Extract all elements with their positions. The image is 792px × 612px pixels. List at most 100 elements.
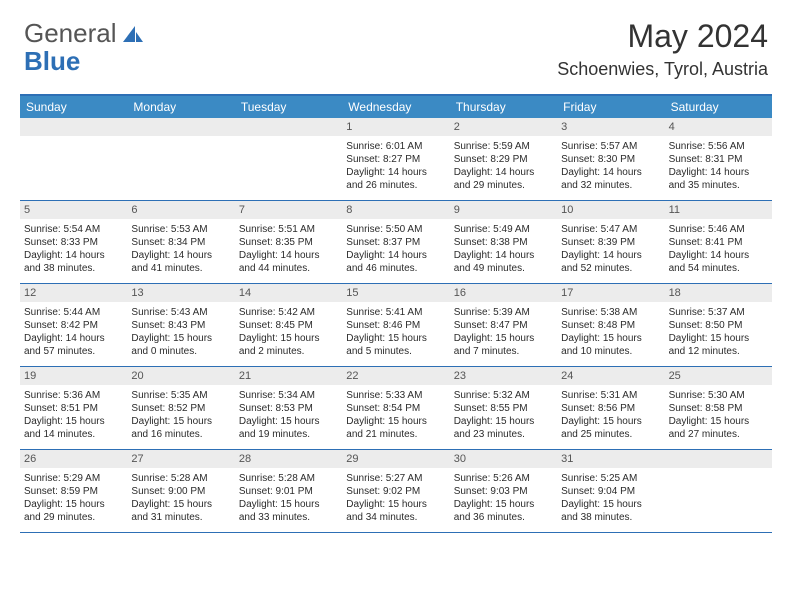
- sunrise-text: Sunrise: 5:47 AM: [561, 223, 660, 236]
- logo: General: [24, 18, 147, 49]
- sunrise-text: Sunrise: 5:33 AM: [346, 389, 445, 402]
- day-cell: 6 Sunrise: 5:53 AMSunset: 8:34 PMDaylight…: [127, 201, 234, 283]
- sunrise-text: Sunrise: 5:46 AM: [669, 223, 768, 236]
- daylight-text: and 14 minutes.: [24, 428, 123, 441]
- daylight-text: and 29 minutes.: [24, 511, 123, 524]
- daylight-text: and 25 minutes.: [561, 428, 660, 441]
- logo-text-1: General: [24, 18, 117, 49]
- day-cell: 2Sunrise: 5:59 AMSunset: 8:29 PMDaylight…: [450, 118, 557, 200]
- sunset-text: Sunset: 8:59 PM: [24, 485, 123, 498]
- sunset-text: Sunset: 9:04 PM: [561, 485, 660, 498]
- daylight-text: and 10 minutes.: [561, 345, 660, 358]
- daylight-text: Daylight: 14 hours: [669, 166, 768, 179]
- sunrise-text: Sunrise: 5:34 AM: [239, 389, 338, 402]
- week-row: 19Sunrise: 5:36 AMSunset: 8:51 PMDayligh…: [20, 367, 772, 450]
- sunset-text: Sunset: 8:54 PM: [346, 402, 445, 415]
- sunrise-text: Sunrise: 5:29 AM: [24, 472, 123, 485]
- sunrise-text: Sunrise: 5:28 AM: [239, 472, 338, 485]
- day-cell: 1Sunrise: 6:01 AMSunset: 8:27 PMDaylight…: [342, 118, 449, 200]
- day-number: 12: [20, 284, 127, 302]
- sunset-text: Sunset: 8:46 PM: [346, 319, 445, 332]
- daylight-text: Daylight: 15 hours: [669, 415, 768, 428]
- daylight-text: Daylight: 14 hours: [24, 249, 123, 262]
- day-number: 2: [450, 118, 557, 136]
- sunrise-text: Sunrise: 5:53 AM: [131, 223, 230, 236]
- sunset-text: Sunset: 8:58 PM: [669, 402, 768, 415]
- sunset-text: Sunset: 8:38 PM: [454, 236, 553, 249]
- daylight-text: Daylight: 14 hours: [454, 249, 553, 262]
- day-cell: 14Sunrise: 5:42 AMSunset: 8:45 PMDayligh…: [235, 284, 342, 366]
- day-number: 29: [342, 450, 449, 468]
- day-cell: [235, 118, 342, 200]
- day-number: 26: [20, 450, 127, 468]
- daylight-text: Daylight: 14 hours: [561, 249, 660, 262]
- day-cell: 12Sunrise: 5:44 AMSunset: 8:42 PMDayligh…: [20, 284, 127, 366]
- day-cell: 22Sunrise: 5:33 AMSunset: 8:54 PMDayligh…: [342, 367, 449, 449]
- sunrise-text: Sunrise: 5:28 AM: [131, 472, 230, 485]
- day-header-sun: Sunday: [20, 96, 127, 118]
- logo-text-2: Blue: [24, 46, 80, 77]
- daylight-text: and 34 minutes.: [346, 511, 445, 524]
- sunset-text: Sunset: 8:50 PM: [669, 319, 768, 332]
- sunrise-text: Sunrise: 5:59 AM: [454, 140, 553, 153]
- daylight-text: and 52 minutes.: [561, 262, 660, 275]
- sunrise-text: Sunrise: 5:44 AM: [24, 306, 123, 319]
- daylight-text: and 33 minutes.: [239, 511, 338, 524]
- daylight-text: and 49 minutes.: [454, 262, 553, 275]
- weeks-container: 1Sunrise: 6:01 AMSunset: 8:27 PMDaylight…: [20, 118, 772, 533]
- day-number: 15: [342, 284, 449, 302]
- day-cell: 26Sunrise: 5:29 AMSunset: 8:59 PMDayligh…: [20, 450, 127, 532]
- calendar: Sunday Monday Tuesday Wednesday Thursday…: [20, 94, 772, 533]
- daylight-text: Daylight: 15 hours: [454, 332, 553, 345]
- day-cell: 8Sunrise: 5:50 AMSunset: 8:37 PMDaylight…: [342, 201, 449, 283]
- day-number-empty: [20, 118, 127, 136]
- logo-sail-icon: [121, 24, 145, 44]
- daylight-text: Daylight: 15 hours: [561, 332, 660, 345]
- sunset-text: Sunset: 8:42 PM: [24, 319, 123, 332]
- day-cell: 21Sunrise: 5:34 AMSunset: 8:53 PMDayligh…: [235, 367, 342, 449]
- day-cell: 19Sunrise: 5:36 AMSunset: 8:51 PMDayligh…: [20, 367, 127, 449]
- sunset-text: Sunset: 8:39 PM: [561, 236, 660, 249]
- day-cell: 31Sunrise: 5:25 AMSunset: 9:04 PMDayligh…: [557, 450, 664, 532]
- daylight-text: and 41 minutes.: [131, 262, 230, 275]
- day-number: 6: [127, 201, 234, 219]
- daylight-text: Daylight: 14 hours: [131, 249, 230, 262]
- daylight-text: and 19 minutes.: [239, 428, 338, 441]
- sunrise-text: Sunrise: 5:25 AM: [561, 472, 660, 485]
- daylight-text: Daylight: 15 hours: [131, 498, 230, 511]
- sunset-text: Sunset: 8:43 PM: [131, 319, 230, 332]
- sunset-text: Sunset: 8:27 PM: [346, 153, 445, 166]
- sunset-text: Sunset: 8:37 PM: [346, 236, 445, 249]
- daylight-text: and 32 minutes.: [561, 179, 660, 192]
- daylight-text: Daylight: 14 hours: [669, 249, 768, 262]
- sunrise-text: Sunrise: 5:26 AM: [454, 472, 553, 485]
- day-cell: [127, 118, 234, 200]
- sunrise-text: Sunrise: 5:37 AM: [669, 306, 768, 319]
- daylight-text: Daylight: 15 hours: [24, 415, 123, 428]
- day-number: 27: [127, 450, 234, 468]
- daylight-text: and 0 minutes.: [131, 345, 230, 358]
- day-cell: [20, 118, 127, 200]
- daylight-text: and 44 minutes.: [239, 262, 338, 275]
- daylight-text: Daylight: 15 hours: [669, 332, 768, 345]
- location-text: Schoenwies, Tyrol, Austria: [557, 59, 768, 80]
- daylight-text: and 46 minutes.: [346, 262, 445, 275]
- sunrise-text: Sunrise: 5:57 AM: [561, 140, 660, 153]
- day-number: 30: [450, 450, 557, 468]
- sunrise-text: Sunrise: 5:36 AM: [24, 389, 123, 402]
- sunset-text: Sunset: 9:02 PM: [346, 485, 445, 498]
- daylight-text: Daylight: 15 hours: [561, 498, 660, 511]
- sunrise-text: Sunrise: 5:35 AM: [131, 389, 230, 402]
- sunset-text: Sunset: 8:47 PM: [454, 319, 553, 332]
- sunrise-text: Sunrise: 5:31 AM: [561, 389, 660, 402]
- daylight-text: Daylight: 15 hours: [131, 415, 230, 428]
- day-cell: 24Sunrise: 5:31 AMSunset: 8:56 PMDayligh…: [557, 367, 664, 449]
- daylight-text: and 27 minutes.: [669, 428, 768, 441]
- day-cell: 29Sunrise: 5:27 AMSunset: 9:02 PMDayligh…: [342, 450, 449, 532]
- day-number: 8: [342, 201, 449, 219]
- week-row: 1Sunrise: 6:01 AMSunset: 8:27 PMDaylight…: [20, 118, 772, 201]
- day-cell: [665, 450, 772, 532]
- daylight-text: and 26 minutes.: [346, 179, 445, 192]
- sunset-text: Sunset: 8:34 PM: [131, 236, 230, 249]
- day-number: 11: [665, 201, 772, 219]
